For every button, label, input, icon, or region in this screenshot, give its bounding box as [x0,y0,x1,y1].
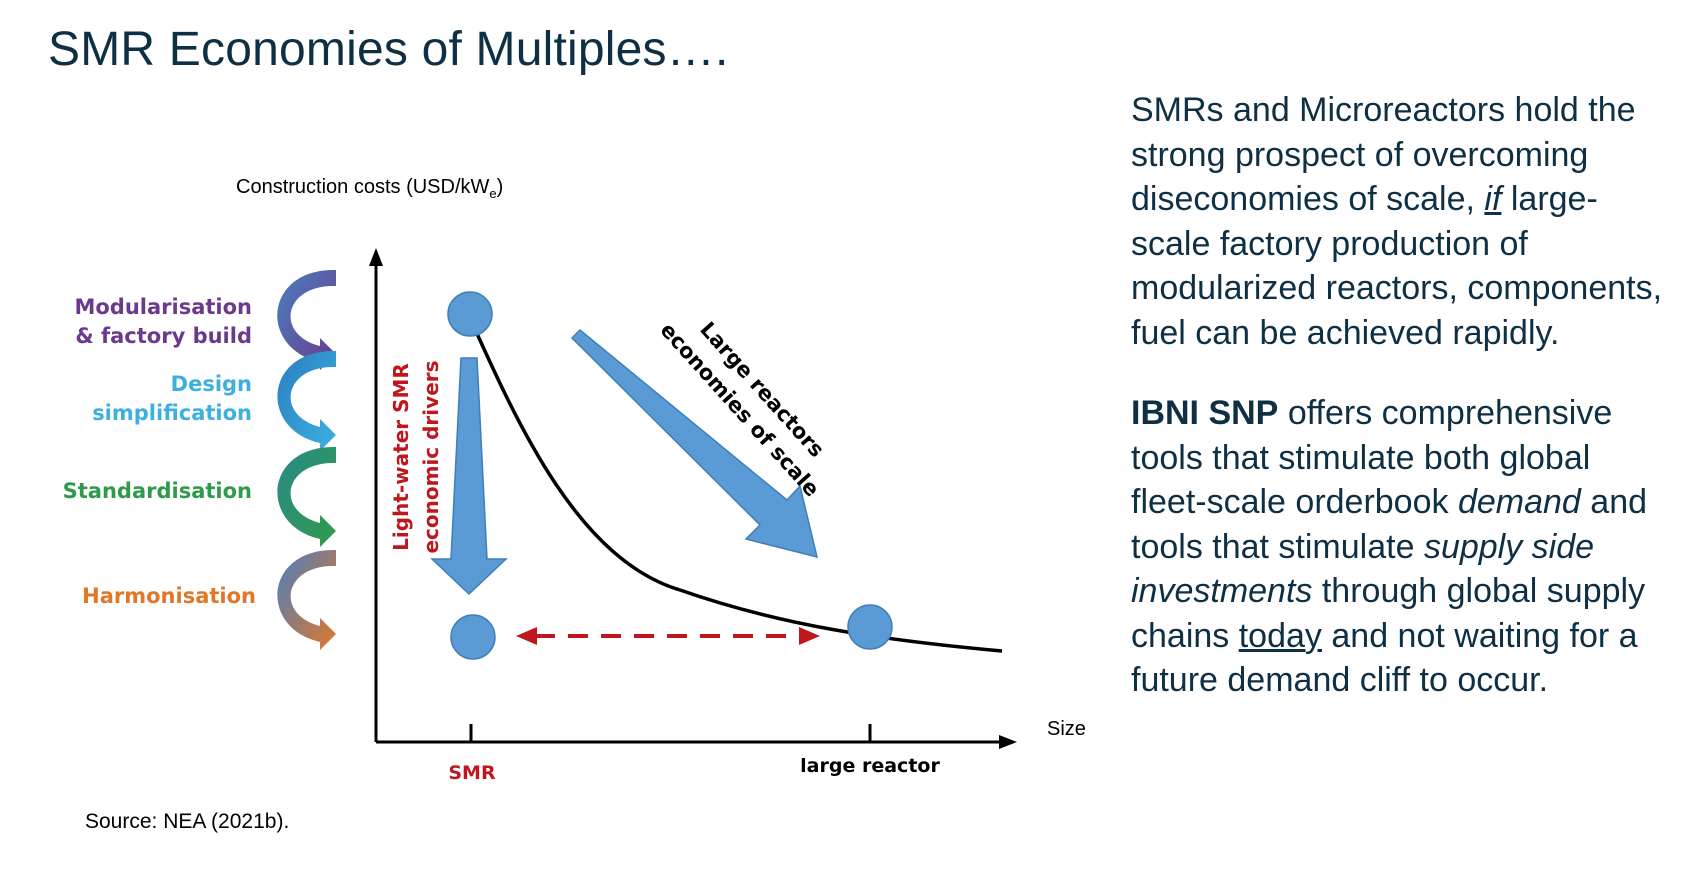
axes [369,248,1017,749]
paragraph-2: IBNI SNP offers comprehensive tools that… [1131,394,1648,699]
x-tick-smr: SMR [448,762,496,784]
smr-drivers-label: Light-water SMR economic drivers [389,360,443,553]
driver-harmonisation: Harmonisation [82,584,256,608]
curved-arrow-icon [277,350,336,451]
paragraph-1: SMRs and Microreactors hold the strong p… [1131,91,1663,352]
cost-diagram: Construction costs (USD/kWe) Size SMR la… [63,176,1086,784]
smr-high-cost-point [447,291,493,337]
large-reactor-arrow [570,328,819,559]
driver-design-simplification: Design simplification [92,372,252,425]
curved-arrow-icon [277,446,336,547]
large-reactor-point [847,604,893,650]
summary-text: SMRs and Microreactors hold the strong p… [1131,88,1671,703]
page-title: SMR Economies of Multiples…. [48,23,729,76]
x-tick-large-reactor: large reactor [800,755,940,777]
smr-low-cost-point [450,614,496,660]
dashed-double-arrow [516,627,820,645]
driver-modularisation: Modularisation & factory build [74,295,252,348]
curved-arrow-icon [277,549,336,650]
smr-drivers-arrow [430,357,508,596]
curved-arrow-icon [277,269,336,370]
y-axis-label: Construction costs (USD/kWe) [236,176,503,201]
source-note: Source: NEA (2021b). [85,810,290,833]
x-axis-label: Size [1047,718,1086,740]
driver-standardisation: Standardisation [63,479,252,503]
